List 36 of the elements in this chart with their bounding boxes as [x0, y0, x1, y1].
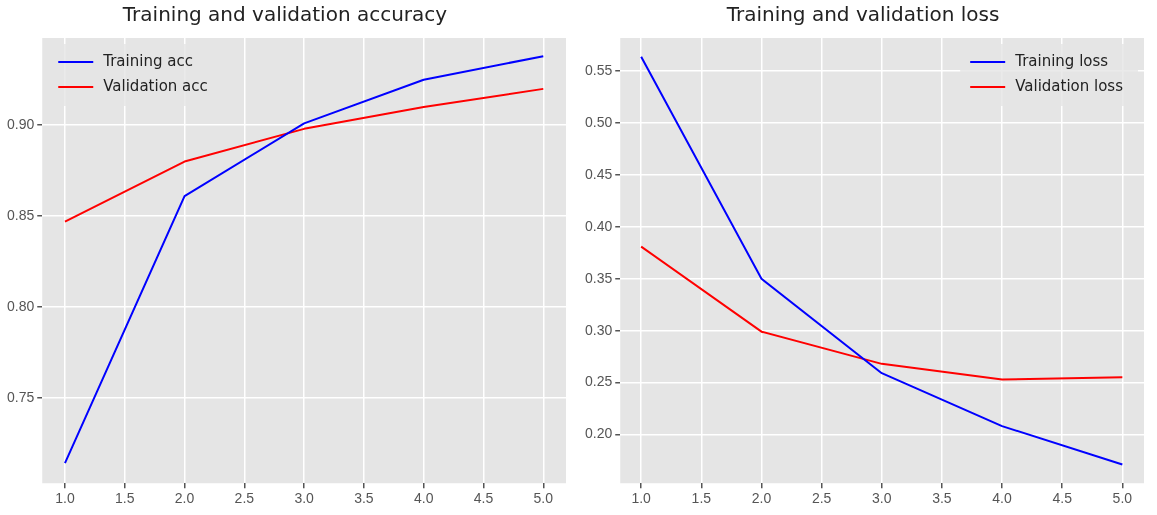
x-tick-label: 5.0: [1112, 490, 1133, 507]
y-tick-label: 0.35: [585, 269, 613, 286]
x-tick-label: 2.0: [174, 490, 195, 507]
x-tick-label: 2.0: [751, 490, 772, 507]
legend-label: Training loss: [1014, 51, 1109, 70]
x-tick-label: 2.5: [234, 490, 255, 507]
y-tick-label: 0.40: [585, 217, 613, 234]
x-tick-label: 1.5: [691, 490, 712, 507]
x-tick-label: 4.0: [413, 490, 434, 507]
x-tick-label: 3.0: [872, 490, 892, 507]
x-tick-label: 4.5: [1052, 490, 1073, 507]
x-tick-label: 1.5: [115, 490, 135, 507]
y-tick-label: 0.80: [7, 297, 35, 314]
y-tick-label: 0.75: [7, 388, 35, 405]
y-tick-label: 0.30: [585, 321, 613, 338]
y-tick-label: 0.85: [7, 206, 35, 223]
chart-title: Training and validation loss: [725, 2, 1000, 27]
y-tick-label: 0.45: [585, 165, 613, 182]
x-tick-label: 2.5: [811, 490, 832, 507]
y-tick-label: 0.50: [585, 113, 613, 130]
legend-label: Training acc: [102, 51, 193, 70]
legend-label: Validation loss: [1015, 76, 1124, 95]
x-tick-label: 1.0: [55, 490, 75, 507]
x-tick-label: 4.0: [992, 490, 1012, 507]
x-tick-label: 5.0: [533, 490, 554, 507]
x-tick-label: 3.5: [354, 490, 374, 507]
x-tick-label: 3.5: [932, 490, 952, 507]
legend-label: Validation acc: [103, 76, 208, 95]
x-tick-label: 1.0: [631, 490, 652, 507]
x-tick-label: 4.5: [473, 490, 494, 507]
y-tick-label: 0.20: [585, 425, 613, 442]
x-tick-label: 3.0: [294, 490, 315, 507]
y-tick-label: 0.90: [7, 116, 35, 133]
y-tick-label: 0.55: [585, 62, 613, 79]
chart-title: Training and validation accuracy: [121, 2, 448, 27]
y-tick-label: 0.25: [585, 373, 613, 390]
